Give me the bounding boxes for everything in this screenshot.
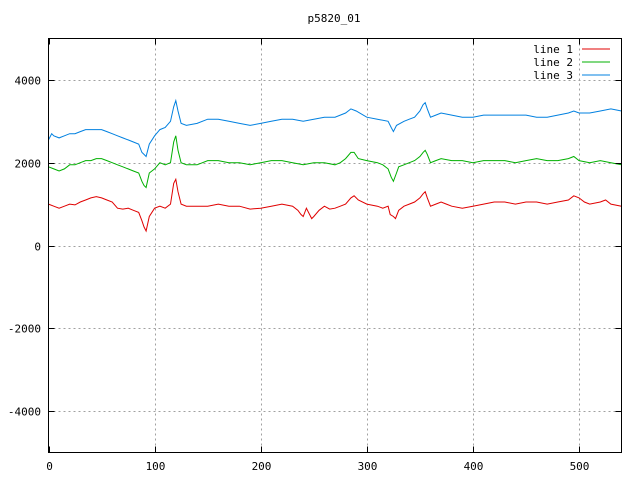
x-tick-label: 300 <box>358 460 378 473</box>
plot-frame <box>48 38 622 453</box>
y-tick-label: -4000 <box>8 406 41 419</box>
series-line-1 <box>48 177 622 233</box>
x-tick-label: 500 <box>570 460 590 473</box>
y-tick-label: 2000 <box>15 158 42 171</box>
series-line-2 <box>48 135 622 189</box>
x-tick-label: 0 <box>46 460 53 473</box>
series-layer <box>48 98 622 233</box>
chart-title: p5820_01 <box>308 12 361 25</box>
y-tick-label: 4000 <box>15 75 42 88</box>
legend-label-1: line 1 <box>533 43 573 56</box>
legend-label-2: line 2 <box>533 56 573 69</box>
x-tick-label: 400 <box>464 460 484 473</box>
y-tick-label: 0 <box>34 241 41 254</box>
x-tick-label: 200 <box>252 460 272 473</box>
x-tick-label: 100 <box>146 460 166 473</box>
series-line-3 <box>48 98 622 158</box>
legend-label-3: line 3 <box>533 69 573 82</box>
grid-lines <box>48 38 622 453</box>
axis-ticks: 0 100 200 300 400 500 -4000 -2000 0 2000 4000 <box>8 38 622 473</box>
y-tick-label: -2000 <box>8 323 41 336</box>
